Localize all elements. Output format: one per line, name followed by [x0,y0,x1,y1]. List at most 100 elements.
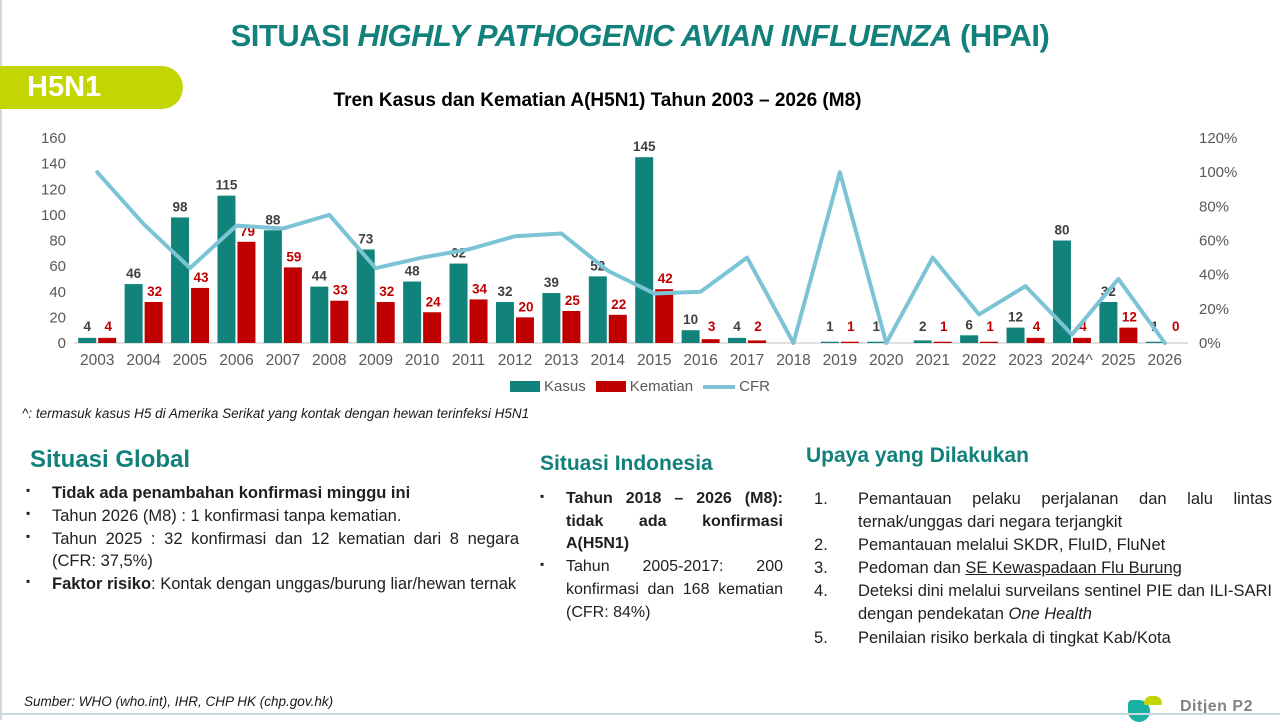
kasus-value-label: 2 [919,319,927,334]
global-bullet-item: Tahun 2026 (M8) : 1 konfirmasi tanpa kem… [22,505,519,528]
kasus-value-label: 6 [965,317,973,332]
kematian-bar [191,287,210,343]
kematian-value-label: 59 [286,249,301,264]
kasus-bar [356,249,375,343]
trend-combo-chart: 0204060801001201401600%20%40%60%80%100%1… [41,130,1237,369]
year-label: 2004 [126,352,161,369]
ditjen-p2-logo: Ditjen P2 [1128,690,1253,724]
year-label: 2006 [219,352,253,369]
list-item-text: Tahun 2025 : 32 konfirmasi dan 12 kemati… [52,529,519,571]
kasus-bar [171,217,190,343]
h5n1-badge: H5N1 [0,66,183,109]
situasi-indonesia-bullet-list: Tahun 2018 – 2026 (M8): tidak ada konfir… [540,488,783,624]
kasus-bar [449,263,468,343]
slide-title-suffix: (HPAI) [951,18,1050,53]
year-label: 2021 [915,352,949,369]
year-label: 2005 [173,352,207,369]
kasus-bar [635,157,654,343]
kematian-bar [1119,327,1138,343]
situasi-global-heading: Situasi Global [30,446,191,473]
legend-item-kematian: Kematian [595,378,694,395]
left-axis-tick: 80 [49,233,66,250]
year-label: 2013 [544,352,578,369]
slide-title-italic: HIGHLY PATHOGENIC AVIAN INFLUENZA [357,18,953,53]
list-item-text: Pemantauan pelaku perjalanan dan lalu li… [858,490,1272,532]
legend-label: Kematian [629,378,694,395]
section-situasi-indonesia: Situasi Indonesia Tahun 2018 – 2026 (M8)… [540,452,783,624]
left-axis-tick: 60 [49,258,66,275]
global-bullet-item: Faktor risiko: Kontak dengan unggas/buru… [22,573,519,596]
cfr-line [95,170,1167,345]
kasus-bar [1145,341,1164,343]
kematian-value-label: 33 [333,283,349,298]
legend-bar-swatch [510,381,541,392]
year-label: 2020 [869,352,904,369]
chart-legend: Kasus Kematian CFR [0,378,1280,395]
list-item-text: Pemantauan melalui SKDR, FluID, FluNet [858,536,1166,555]
kematian-value-label: 1 [847,319,855,334]
kematian-value-label: 2 [754,319,762,334]
list-item-text: One Health [1008,605,1092,624]
list-item-text: Tahun 2005-2017: 200 konfirmasi dan 168 … [566,558,783,621]
kasus-bar [542,293,561,343]
list-item-text: Tidak ada penambahan konfirmasi minggu i… [52,484,411,502]
legend-line-swatch [703,384,736,389]
kematian-value-label: 25 [565,293,581,308]
kasus-value-label: 10 [683,312,698,327]
indonesia-bullet-item: Tahun 2018 – 2026 (M8): tidak ada konfir… [540,488,783,556]
right-axis-tick: 120% [1199,130,1237,147]
source-text: Sumber: WHO (who.int), IHR, CHP HK (chp.… [24,694,334,709]
indonesia-bullet-item: Tahun 2005-2017: 200 konfirmasi dan 168 … [540,556,783,624]
kasus-value-label: 12 [1008,310,1023,325]
right-axis-tick: 80% [1199,198,1229,215]
kasus-value-label: 145 [633,139,656,154]
kasus-bar [217,195,236,343]
legend-bar-swatch [595,381,626,392]
kasus-value-label: 4 [83,319,91,334]
kasus-value-label: 39 [544,275,559,290]
year-label: 2012 [498,352,532,369]
left-axis-tick: 20 [49,309,66,326]
kasus-bar [495,302,514,343]
year-label: 2003 [80,352,114,369]
ditjen-p2-logo-icon [1128,690,1166,724]
kematian-bar [608,314,627,343]
kematian-value-label: 12 [1122,310,1137,325]
left-axis-tick: 160 [41,130,66,147]
year-label: 2019 [823,352,857,369]
situasi-global-bullet-list: Tidak ada penambahan konfirmasi minggu i… [22,482,519,596]
year-label: 2016 [683,352,717,369]
year-label: 2022 [962,352,996,369]
kasus-bar [681,330,700,343]
list-item-text: Faktor risiko [52,575,152,594]
kematian-value-label: 22 [611,297,626,312]
chart-footnote: ^: termasuk kasus H5 di Amerika Serikat … [22,406,530,421]
left-axis-tick: 120 [41,181,66,198]
kasus-bar [728,337,747,343]
kematian-value-label: 4 [1079,319,1087,334]
kasus-value-label: 88 [265,212,281,227]
kematian-bar [469,299,488,343]
chart-title: Tren Kasus dan Kematian A(H5N1) Tahun 20… [333,90,862,111]
kematian-value-label: 32 [147,284,162,299]
kasus-bar [1052,240,1071,343]
kematian-bar [237,241,256,343]
left-axis-tick: 0 [58,335,66,352]
list-item-text: : Kontak dengan unggas/burung liar/hewan… [151,575,517,594]
year-label: 2011 [452,352,485,369]
year-label: 2024^ [1051,352,1093,369]
kematian-value-label: 20 [518,299,533,314]
kematian-bar [376,302,395,343]
upaya-list-item: Deteksi dini melalui surveilans sentinel… [806,580,1272,626]
kematian-value-label: 3 [708,319,716,334]
kasus-bar [403,281,422,343]
kasus-value-label: 1 [873,319,881,334]
logo-green-leaf-icon [1144,696,1162,705]
kasus-value-label: 73 [358,231,374,246]
ditjen-p2-logo-text: Ditjen P2 [1180,698,1253,715]
kematian-bar [980,341,999,343]
kasus-bar [820,341,839,343]
year-label: 2023 [1008,352,1042,369]
kematian-bar [330,300,349,343]
legend-item-cfr: CFR [703,378,770,395]
